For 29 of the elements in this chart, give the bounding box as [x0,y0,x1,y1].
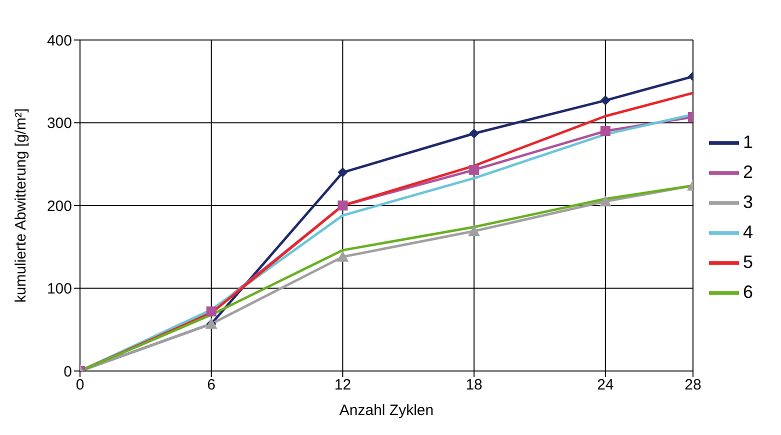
y-tick-label: 100 [46,280,72,298]
point [468,225,480,236]
x-tick-label: 18 [466,376,482,394]
x-axis-title: Anzahl Zyklen [339,402,434,419]
point [336,250,349,262]
y-axis-title: kumulierte Abwitterung [g/m²] [12,108,30,303]
legend-label: 6 [742,281,753,302]
y-tick-label: 0 [64,363,72,380]
point [338,200,348,210]
y-tick-label: 300 [46,115,72,132]
x-tick-label: 0 [76,376,84,394]
point [469,128,480,139]
point [206,306,216,316]
point [600,126,610,136]
x-tick-label: 28 [684,376,702,394]
x-tick-label: 24 [597,376,614,394]
y-tick-label: 400 [46,32,72,50]
point [469,164,480,175]
point [599,195,612,206]
legend-label: 2 [742,161,753,182]
legend-label: 5 [742,251,753,272]
legend-label: 4 [742,221,753,242]
x-tick-label: 12 [334,376,352,394]
y-tick-label: 200 [46,198,72,215]
legend-label: 3 [742,191,753,212]
point [338,167,348,178]
legend-label: 1 [742,131,753,152]
point [600,95,610,106]
x-tick-label: 6 [207,376,216,394]
